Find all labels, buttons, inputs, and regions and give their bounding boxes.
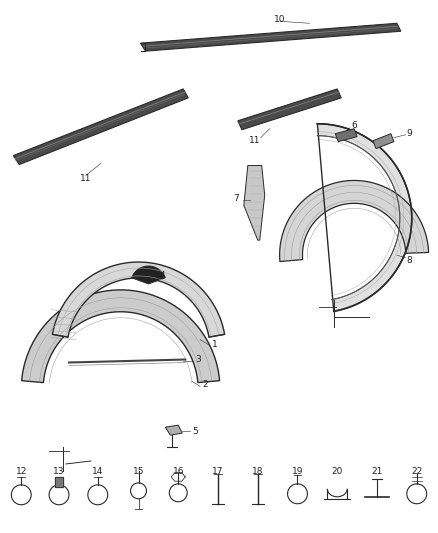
Polygon shape — [244, 166, 265, 240]
Text: 4: 4 — [159, 271, 165, 280]
Polygon shape — [279, 181, 429, 262]
Text: 12: 12 — [16, 467, 27, 477]
Text: 5: 5 — [192, 426, 198, 435]
Text: 8: 8 — [406, 255, 412, 264]
Text: 19: 19 — [292, 467, 303, 477]
Text: 20: 20 — [332, 467, 343, 477]
Text: 14: 14 — [92, 467, 103, 477]
Polygon shape — [132, 266, 165, 284]
Text: 22: 22 — [411, 467, 422, 477]
Text: 13: 13 — [53, 467, 65, 477]
Text: 15: 15 — [133, 467, 144, 477]
Polygon shape — [53, 262, 225, 337]
Text: 16: 16 — [173, 467, 184, 477]
Text: 21: 21 — [371, 467, 383, 477]
Polygon shape — [13, 89, 188, 165]
Text: 3: 3 — [195, 355, 201, 364]
Polygon shape — [335, 129, 357, 142]
Polygon shape — [373, 134, 394, 149]
Text: 6: 6 — [351, 121, 357, 130]
Text: 11: 11 — [249, 136, 261, 145]
Text: 18: 18 — [252, 467, 264, 477]
Text: 10: 10 — [274, 15, 286, 24]
Text: 17: 17 — [212, 467, 224, 477]
Polygon shape — [21, 290, 219, 383]
Text: 11: 11 — [80, 174, 92, 183]
Text: 1: 1 — [212, 340, 218, 349]
Polygon shape — [55, 477, 63, 487]
Polygon shape — [141, 23, 401, 51]
Text: 7: 7 — [233, 194, 239, 203]
Polygon shape — [318, 124, 412, 311]
Text: 2: 2 — [202, 380, 208, 389]
Polygon shape — [165, 425, 182, 435]
Polygon shape — [238, 89, 341, 130]
Text: 9: 9 — [406, 129, 412, 138]
